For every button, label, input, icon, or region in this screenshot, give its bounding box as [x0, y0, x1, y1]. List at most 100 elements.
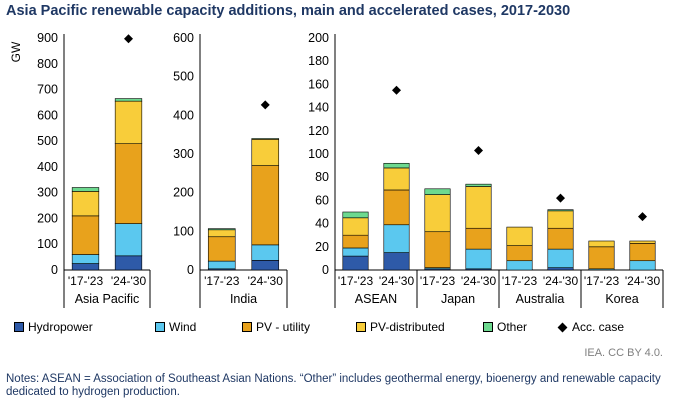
bar-segment-pv-distributed [629, 240, 656, 244]
x-tick-label: '24-'30 [543, 274, 579, 288]
group-label: Japan [441, 292, 475, 306]
y-tick-label: 140 [308, 101, 329, 115]
legend-swatch-pv-distributed [356, 322, 366, 332]
legend-swatch-pv-utility [242, 322, 252, 332]
y-tick-label: 100 [173, 224, 194, 238]
x-tick-label: '24-'30 [379, 274, 415, 288]
group-label: Australia [516, 292, 565, 306]
bar-segment-wind [506, 260, 533, 271]
legend-swatch-hydropower [14, 322, 24, 332]
bar-segment-other [71, 187, 100, 192]
group-label: Korea [605, 292, 638, 306]
legend-item-acc-case: Acc. case [557, 320, 624, 334]
y-tick-label: 600 [173, 31, 194, 45]
x-tick-label: '17-'23 [68, 274, 104, 288]
group-label: Asia Pacific [75, 292, 140, 306]
acc-case-marker [474, 146, 483, 156]
x-tick-label: '17-'23 [338, 274, 374, 288]
y-tick-label: 300 [37, 186, 58, 200]
legend-label: Acc. case [572, 320, 625, 334]
y-tick-label: 0 [322, 263, 329, 277]
x-tick-label: '17-'23 [584, 274, 620, 288]
bar-segment-other [424, 188, 451, 195]
bar-segment-wind [465, 248, 492, 270]
bar-segment-wind [629, 260, 656, 271]
legend-item-pv-distributed: PV-distributed [356, 320, 445, 334]
y-tick-label: 60 [315, 193, 329, 207]
y-tick-label: 700 [37, 83, 58, 97]
y-tick-label: 200 [37, 211, 58, 225]
group-label: India [230, 292, 257, 306]
bar-segment-wind [114, 223, 143, 257]
acc-case-marker [638, 212, 647, 222]
bar-segment-other [207, 228, 236, 231]
y-tick-label: 80 [315, 170, 329, 184]
y-tick-label: 0 [187, 263, 194, 277]
x-tick-label: '24-'30 [111, 274, 147, 288]
legend-label: Wind [169, 320, 197, 334]
bar-segment-pv-distributed [342, 217, 369, 236]
bar-segment-pv-utility [506, 245, 533, 262]
legend-swatch-other [483, 322, 493, 332]
acc-case-marker [556, 193, 565, 203]
bar-segment-pv-utility [71, 215, 100, 255]
bar-segment-pv-utility [114, 143, 143, 224]
y-tick-label: 100 [37, 237, 58, 251]
diamond-icon [557, 322, 568, 332]
bar-segment-pv-distributed [114, 100, 143, 144]
bar-segment-wind [342, 247, 369, 257]
y-tick-label: 100 [308, 147, 329, 161]
y-tick-label: 400 [173, 108, 194, 122]
bar-segment-other [251, 138, 280, 140]
bar-segment-pv-utility [629, 243, 656, 262]
bar-segment-pv-distributed [71, 191, 100, 217]
y-tick-label: 200 [308, 31, 329, 45]
bar-segment-wind [251, 244, 280, 261]
y-tick-label: 900 [37, 31, 58, 45]
x-tick-label: '17-'23 [204, 274, 240, 288]
stacked-bar-chart: GW0100200300400500600700800900'17-'23'24… [9, 31, 664, 308]
x-tick-label: '24-'30 [248, 274, 284, 288]
bar-segment-other [465, 183, 492, 187]
bar-segment-hydropower [114, 255, 143, 271]
bar-segment-other [383, 162, 410, 169]
bar-segment-pv-distributed [588, 240, 615, 248]
bar-segment-pv-utility [547, 227, 574, 250]
legend-label: Other [497, 320, 528, 334]
chart-legend: Hydropower Wind PV - utility PV-distribu… [14, 320, 669, 338]
bar-segment-pv-distributed [207, 229, 236, 238]
bar-segment-hydropower [342, 255, 369, 271]
legend-item-other: Other [483, 320, 527, 334]
bar-segment-pv-utility [251, 165, 280, 246]
y-tick-label: 300 [173, 147, 194, 161]
bar-segment-wind [383, 224, 410, 253]
bar-segment-pv-utility [465, 227, 492, 250]
acc-case-marker [124, 34, 133, 44]
bar-segment-pv-distributed [424, 194, 451, 233]
acc-case-marker [392, 85, 401, 95]
bar-segment-pv-utility [424, 231, 451, 268]
bar-segment-pv-utility [342, 234, 369, 249]
acc-case-marker [260, 100, 270, 110]
bar-segment-other [114, 98, 143, 102]
bar-segment-wind [207, 260, 236, 270]
credit-line: IEA. CC BY 4.0. [584, 347, 663, 359]
x-tick-label: '24-'30 [461, 274, 497, 288]
y-tick-label: 20 [315, 240, 329, 254]
y-tick-label: 500 [173, 70, 194, 84]
group-label: ASEAN [355, 292, 397, 306]
legend-swatch-wind [155, 322, 165, 332]
legend-item-wind: Wind [155, 320, 196, 334]
bar-segment-hydropower [383, 252, 410, 271]
y-tick-label: 40 [315, 217, 329, 231]
legend-item-hydropower: Hydropower [14, 320, 93, 334]
y-tick-label: 800 [37, 57, 58, 71]
bar-segment-other [342, 211, 369, 219]
y-tick-label: 400 [37, 160, 58, 174]
legend-label: Hydropower [28, 320, 93, 334]
y-axis-label: GW [9, 41, 23, 62]
y-tick-label: 200 [173, 186, 194, 200]
bar-segment-pv-distributed [465, 186, 492, 229]
y-tick-label: 120 [308, 124, 329, 138]
bar-segment-hydropower [547, 267, 574, 271]
